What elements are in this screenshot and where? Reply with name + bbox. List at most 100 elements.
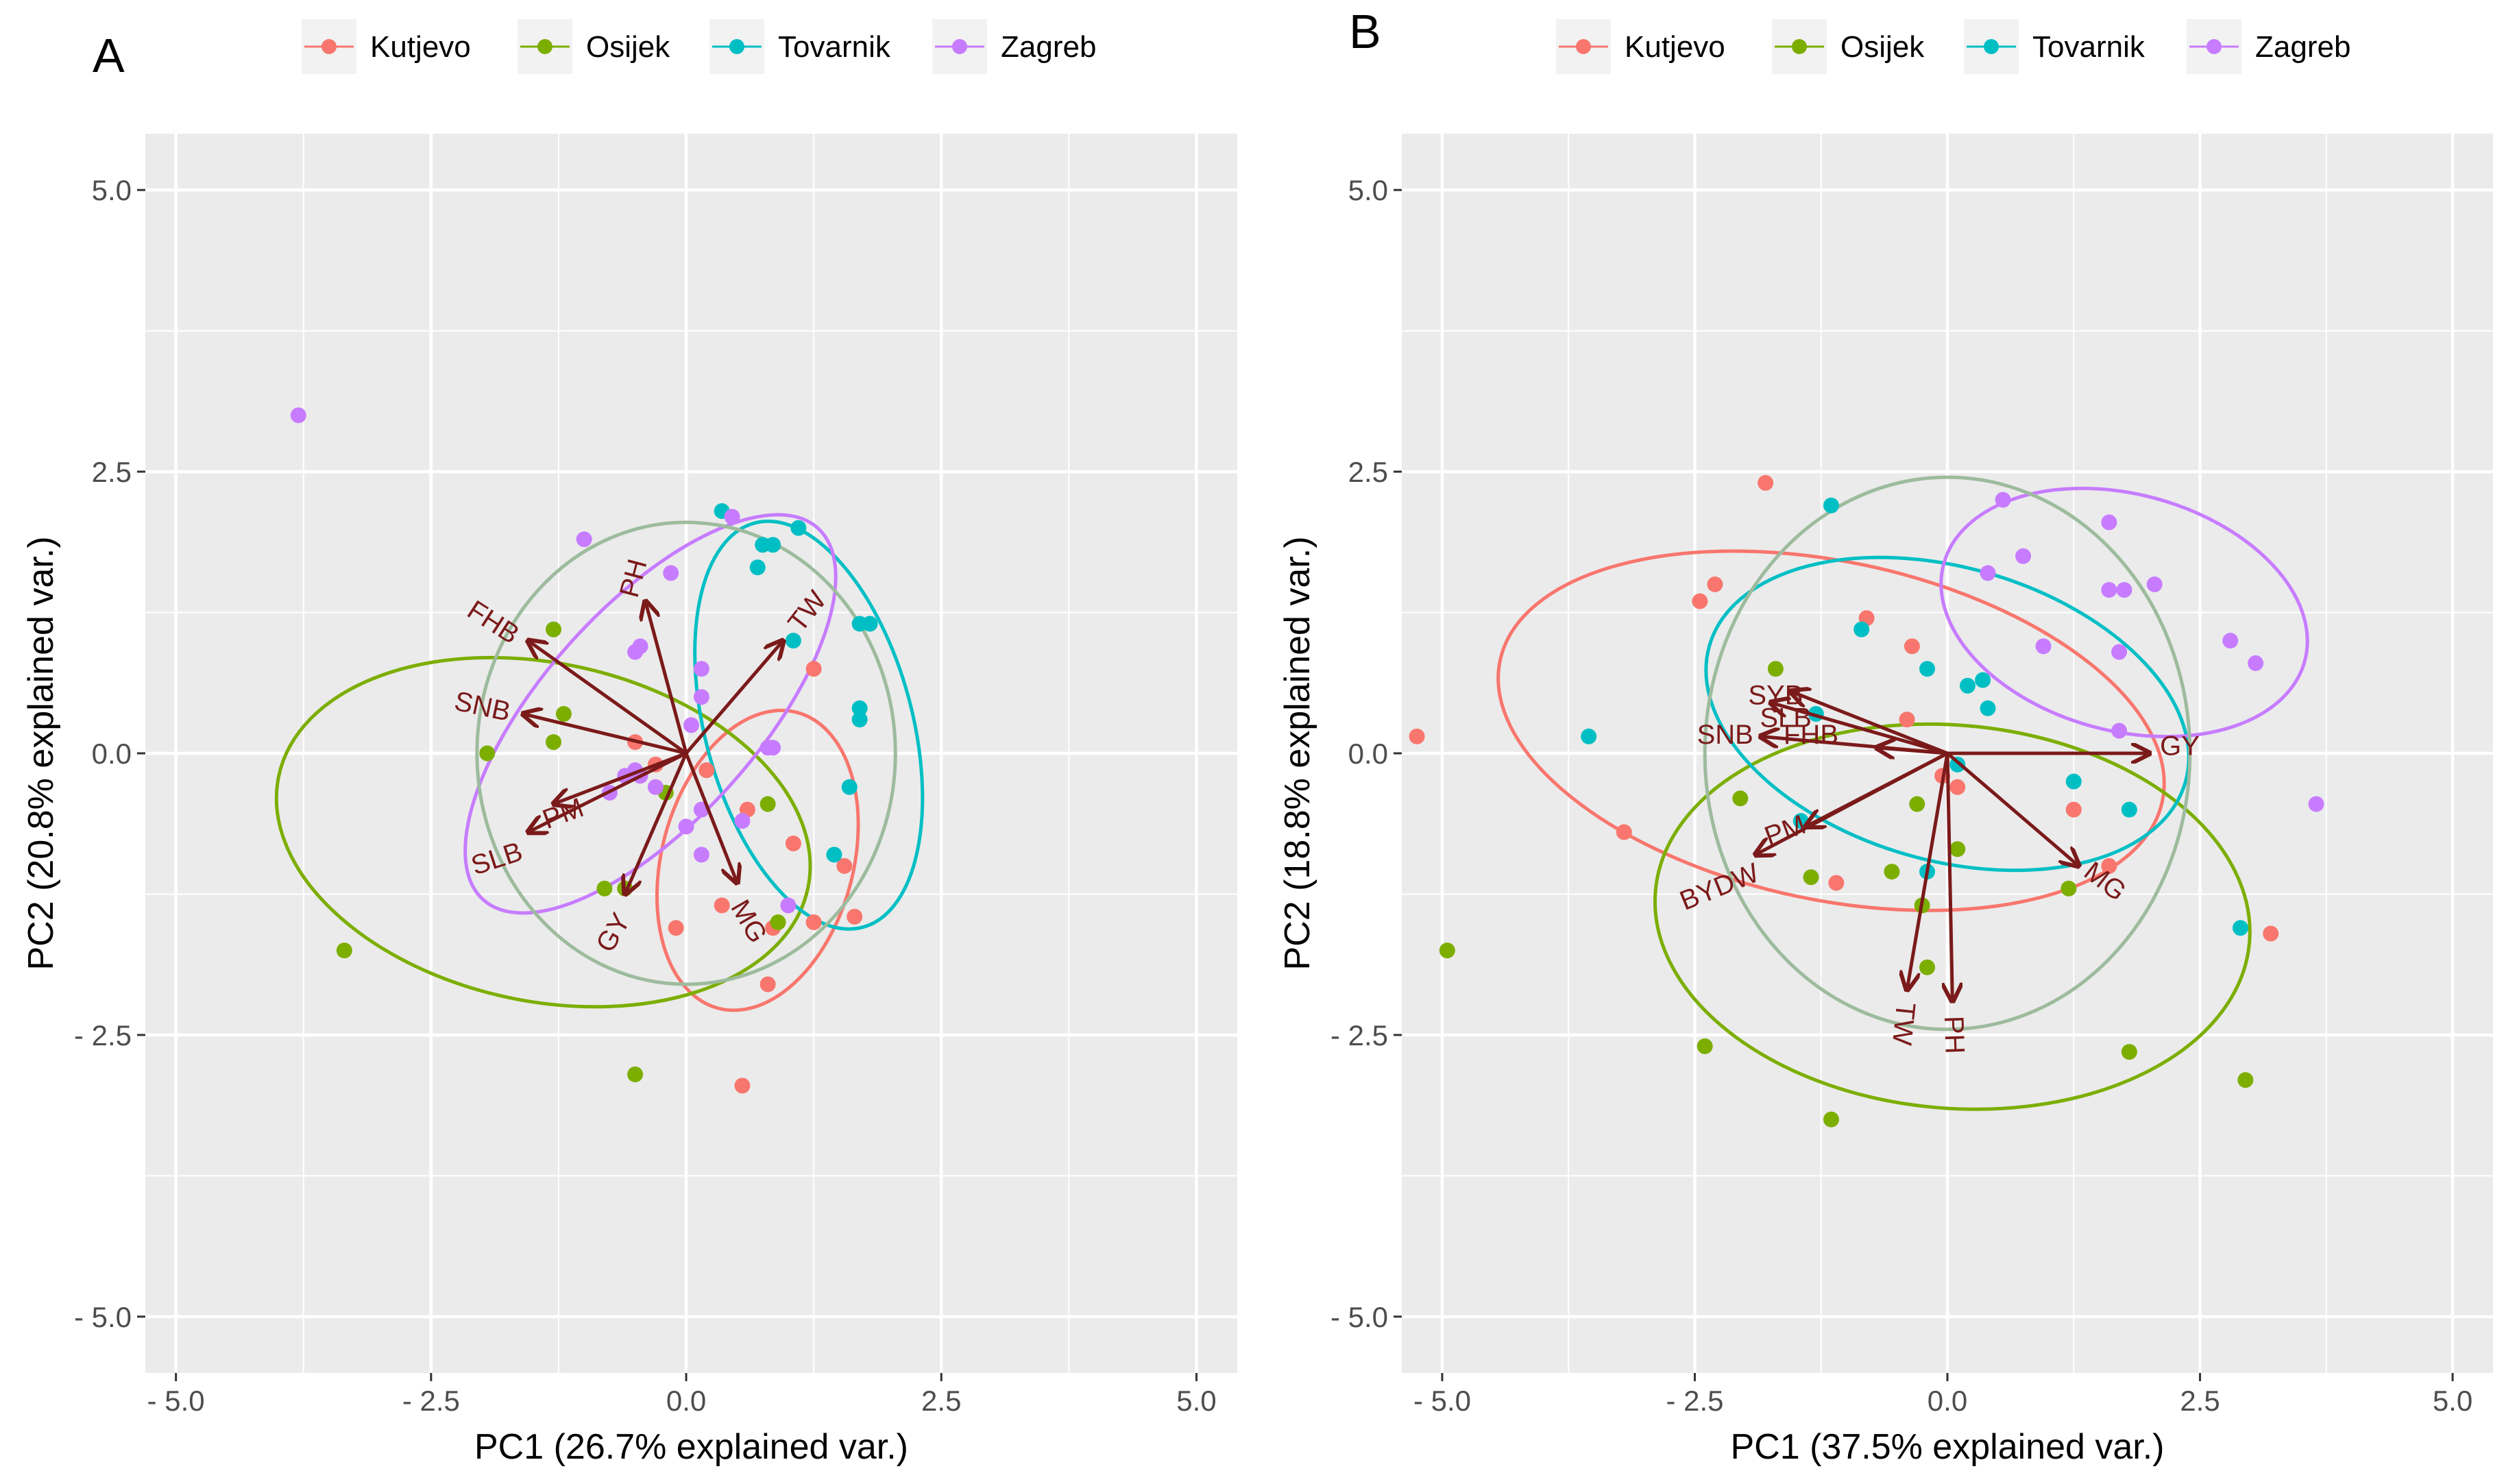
point-tovarnik [862, 616, 878, 632]
point-zagreb [632, 638, 648, 655]
y-tick-label: - 2.5 [74, 1019, 132, 1051]
point-osijek [555, 705, 572, 722]
loading-arrow-syb [1791, 692, 1948, 755]
y-tick-label: 5.0 [92, 174, 132, 206]
x-tick-label: 0.0 [1928, 1385, 1967, 1417]
legend-key-point [2207, 39, 2222, 54]
point-tovarnik [826, 847, 842, 863]
point-kutjevo [836, 857, 853, 874]
point-zagreb [2015, 548, 2032, 564]
point-zagreb [693, 847, 709, 863]
y-tick-label: 2.5 [1348, 456, 1388, 488]
y-tick-label: 5.0 [1348, 174, 1388, 206]
loading-arrow-tw [1907, 753, 1949, 990]
loading-arrow-snb [523, 714, 687, 755]
point-kutjevo [805, 914, 822, 931]
loading-arrow-gy [625, 753, 688, 894]
x-tick-label: 2.5 [2180, 1385, 2220, 1417]
point-tovarnik [841, 779, 858, 795]
point-osijek [1884, 864, 1900, 880]
point-tovarnik [2065, 773, 2082, 790]
loading-label-fhb: FHB [1784, 720, 1838, 750]
point-osijek [1919, 959, 1936, 975]
panel-label: A [93, 29, 125, 82]
panel-label: B [1349, 5, 1381, 58]
y-tick-label: - 5.0 [74, 1301, 132, 1333]
point-zagreb [2222, 633, 2239, 649]
point-osijek [596, 880, 613, 897]
point-kutjevo [2263, 925, 2279, 942]
loading-arrow-mg [1946, 752, 2079, 866]
x-tick-label: 5.0 [1176, 1385, 1216, 1417]
point-kutjevo [1949, 779, 1966, 795]
point-osijek [546, 621, 562, 637]
panel-A: - 5.0 - 2.5 0.0 2.5 5.0 5.0 2.5 0.0 - 2.5 - 5.0 PC… [21, 19, 1237, 1467]
point-tovarnik [1980, 700, 1996, 716]
point-zagreb [647, 779, 664, 795]
loading-arrow-slb [1771, 703, 1948, 755]
point-osijek [1823, 1111, 1839, 1128]
legend-item-osijek: Osijek [518, 19, 670, 74]
legend-key-point [537, 39, 552, 54]
point-zagreb [2146, 576, 2163, 592]
y-tick-label: - 2.5 [1330, 1019, 1388, 1051]
point-osijek [1949, 841, 1966, 857]
loading-label-tw: TW [1886, 1001, 1921, 1047]
loading-arrow-fhb [528, 641, 688, 755]
loading-arrow-ph [1947, 753, 1952, 1001]
point-osijek [479, 745, 496, 762]
point-kutjevo [2065, 801, 2082, 818]
ellipse-all [1703, 475, 2192, 1032]
point-kutjevo [847, 908, 863, 925]
point-tovarnik [1975, 672, 1991, 688]
x-tick-label: - 5.0 [1413, 1385, 1471, 1417]
point-osijek [770, 914, 786, 931]
point-osijek [2121, 1044, 2137, 1060]
point-osijek [1767, 661, 1784, 677]
point-kutjevo [698, 762, 715, 779]
point-zagreb [576, 531, 592, 548]
point-zagreb [290, 407, 306, 424]
point-zagreb [780, 897, 797, 914]
loading-label-gy: GY [2160, 731, 2200, 761]
point-kutjevo [734, 1078, 751, 1094]
loading-arrow-ph [646, 601, 688, 754]
legend-item-zagreb: Zagreb [932, 19, 1096, 74]
legend-item-tovarnik: Tovarnik [1964, 19, 2146, 74]
loading-arrow-mg [684, 753, 737, 883]
point-tovarnik [1823, 497, 1839, 513]
ellipse-tovarnik [693, 520, 925, 931]
point-zagreb [683, 717, 699, 733]
point-zagreb [2101, 582, 2117, 598]
point-zagreb [2111, 722, 2128, 739]
point-tovarnik [785, 633, 801, 649]
x-axis-title: PC1 (26.7% explained var.) [474, 1427, 908, 1467]
x-tick-label: 5.0 [2433, 1385, 2472, 1417]
point-osijek [759, 796, 776, 812]
loading-arrow-pm [554, 751, 687, 804]
y-tick-label: - 5.0 [1330, 1301, 1388, 1333]
point-zagreb [678, 818, 694, 835]
point-zagreb [693, 661, 709, 677]
legend-label: Tovarnik [2032, 30, 2146, 64]
point-kutjevo [805, 661, 822, 677]
legend-key-point [729, 39, 744, 54]
point-kutjevo [668, 920, 684, 936]
legend-item-osijek: Osijek [1772, 19, 1925, 74]
point-kutjevo [1904, 638, 1920, 655]
point-tovarnik [1581, 728, 1597, 744]
legend-key-point [1576, 39, 1591, 54]
legend-label: Tovarnik [778, 30, 891, 64]
point-osijek [336, 942, 352, 959]
y-axis-title: PC2 (20.8% explained var.) [21, 536, 61, 970]
point-kutjevo [759, 976, 776, 993]
point-tovarnik [1919, 661, 1936, 677]
legend-label: Osijek [1840, 30, 1925, 64]
point-tovarnik [1853, 621, 1870, 637]
point-osijek [1909, 796, 1925, 812]
point-tovarnik [790, 520, 807, 536]
point-osijek [1732, 790, 1749, 807]
loading-label-ph: PH [1938, 1015, 1970, 1054]
panel-B: - 5.0 - 2.5 0.0 2.5 5.0 5.0 2.5 0.0 - 2.5 - 5.0 PC… [1278, 5, 2493, 1467]
